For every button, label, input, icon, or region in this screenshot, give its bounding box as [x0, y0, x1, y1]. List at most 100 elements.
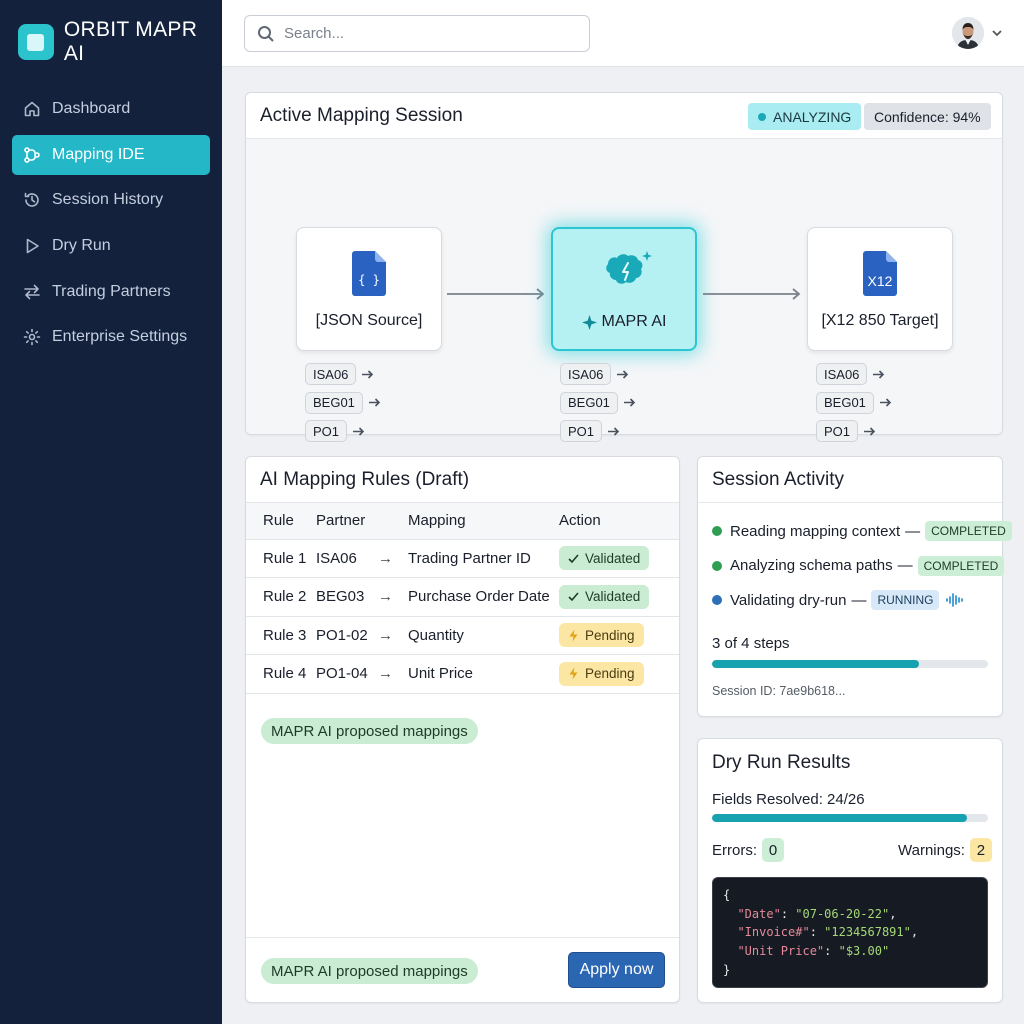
target-fields: ISA06 BEG01 PO1 [816, 363, 892, 449]
search-input[interactable] [284, 25, 574, 42]
flow-arrow-icon [703, 288, 801, 300]
target-node-label: [X12 850 Target] [821, 312, 939, 329]
action-cell: Pending [559, 654, 679, 694]
target-node[interactable]: X12 [X12 850 Target] [807, 227, 953, 351]
session-id: Session ID: 7ae9b618... [712, 684, 846, 698]
sidebar-item-mapping-ide[interactable]: Mapping IDE [12, 134, 210, 175]
status-dot-icon [712, 526, 722, 536]
chevron-down-icon[interactable] [990, 26, 1004, 40]
warnings-count[interactable]: 2 [969, 838, 992, 862]
field-pill: BEG01 [560, 391, 618, 414]
column-header-rule[interactable]: Rule [246, 503, 316, 540]
check-icon [568, 592, 579, 602]
field-pill: ISA06 [816, 363, 868, 385]
list-item: Analyzing schema paths — COMPLETED [712, 554, 1012, 578]
field-item[interactable]: BEG01 [816, 391, 892, 414]
list-item: Validating dry-run — RUNNING [712, 588, 1012, 612]
sidebar-item-label: Mapping IDE [52, 145, 145, 163]
list-item: Reading mapping context — COMPLETED [712, 519, 1012, 543]
action-cell: Validated [559, 539, 679, 578]
field-item[interactable]: ISA06 [305, 363, 381, 385]
mapping-flow: { } [JSON Source] MAPR AI X12 [246, 139, 1002, 442]
arrow-cell: → [378, 616, 408, 655]
activity-text: Reading mapping context [730, 522, 901, 540]
field-item[interactable]: PO1 [305, 420, 381, 442]
code-value: "$3.00" [838, 944, 890, 959]
sidebar-item-dashboard[interactable]: Dashboard [12, 89, 210, 129]
errors-count[interactable]: 0 [762, 838, 784, 862]
status-badge: ANALYZING [748, 103, 862, 130]
rules-table: Rule Partner Mapping Action Rule 1 ISA06… [246, 503, 679, 694]
proposed-mappings-chip[interactable]: MAPR AI proposed mappings [261, 718, 478, 744]
status-badge[interactable]: Pending [559, 623, 644, 648]
brand[interactable]: ORBIT MAPR AI [18, 18, 222, 66]
gear-icon [23, 329, 41, 346]
sidebar-item-label: Enterprise Settings [52, 328, 188, 346]
sidebar-item-dry-run[interactable]: Dry Run [12, 226, 210, 266]
ai-node-label: MAPR AI [553, 313, 695, 331]
table-row[interactable]: Rule 2 BEG03 → Purchase Order Date Valid… [246, 577, 679, 617]
sparkle-icon [581, 314, 597, 330]
ai-node[interactable]: MAPR AI [551, 227, 697, 351]
lightning-icon [569, 667, 578, 680]
table-row[interactable]: Rule 1 ISA06 → Trading Partner ID Valida… [246, 539, 679, 578]
mapping-cell: Trading Partner ID [408, 539, 559, 578]
fields-resolved-bar [712, 814, 988, 822]
status-dot-icon [712, 560, 722, 571]
action-cell: Pending [559, 616, 679, 655]
arrow-right-icon [362, 369, 374, 379]
activity-separator: — [897, 557, 913, 574]
rules-header: AI Mapping Rules (Draft) [246, 457, 679, 503]
table-row[interactable]: Rule 4 PO1-04 → Unit Price Pending [246, 654, 679, 694]
field-item[interactable]: BEG01 [305, 391, 381, 414]
warnings-label: Warnings: [898, 841, 965, 859]
sidebar-item-trading-partners[interactable]: Trading Partners [12, 272, 210, 312]
apply-now-button[interactable]: Apply now [568, 952, 665, 988]
field-pill: PO1 [560, 420, 603, 442]
rule-cell: Rule 1 [246, 539, 316, 578]
status-dot-icon [758, 112, 766, 121]
arrow-right-icon [608, 426, 620, 436]
partner-cell: PO1-04 [316, 654, 378, 694]
mapping-cell: Quantity [408, 616, 559, 655]
errors-label: Errors: [712, 841, 757, 859]
sidebar-item-enterprise-settings[interactable]: Enterprise Settings [12, 317, 210, 357]
field-item[interactable]: ISA06 [560, 363, 636, 385]
field-item[interactable]: PO1 [816, 420, 892, 442]
column-header-partner[interactable]: Partner [316, 503, 378, 540]
brand-logo-icon [18, 24, 54, 60]
column-header-action[interactable]: Action [559, 503, 679, 540]
source-fields: ISA06 BEG01 PO1 [305, 363, 381, 449]
play-icon [26, 238, 39, 254]
avatar[interactable] [952, 17, 984, 49]
field-item[interactable]: BEG01 [560, 391, 636, 414]
status-badge[interactable]: Pending [559, 661, 644, 686]
field-item[interactable]: PO1 [560, 420, 636, 442]
status-badge[interactable]: Validated [559, 546, 650, 571]
field-item[interactable]: ISA06 [816, 363, 892, 385]
mapping-cell: Purchase Order Date [408, 577, 559, 617]
arrow-right-icon [617, 369, 629, 379]
column-header-mapping[interactable]: Mapping [408, 503, 559, 540]
rule-cell: Rule 2 [246, 577, 316, 617]
table-row[interactable]: Rule 3 PO1-02 → Quantity Pending [246, 616, 679, 655]
proposed-mappings-footer-chip[interactable]: MAPR AI proposed mappings [261, 958, 478, 984]
table-header-row: Rule Partner Mapping Action [246, 503, 679, 540]
warnings-summary: Warnings: 2 [898, 838, 992, 862]
arrow-right-icon [623, 398, 636, 407]
status-badge[interactable]: Validated [559, 584, 650, 609]
field-pill: PO1 [305, 420, 348, 442]
session-header: Active Mapping Session [246, 93, 1002, 139]
flow-arrow-icon [447, 288, 545, 300]
active-mapping-session-card: Active Mapping Session ANALYZING Confide… [245, 92, 1003, 442]
source-node[interactable]: { } [JSON Source] [296, 227, 442, 351]
arrow-cell: → [378, 577, 408, 617]
search-box[interactable] [244, 15, 590, 52]
arrow-right-icon [368, 398, 381, 407]
code-key: "Invoice#" [737, 925, 810, 940]
audio-wave-icon [946, 593, 964, 607]
sidebar-item-session-history[interactable]: Session History [12, 180, 210, 220]
session-title: Active Mapping Session [260, 104, 463, 126]
dry-run-title: Dry Run Results [712, 752, 851, 773]
field-pill: BEG01 [816, 391, 874, 414]
